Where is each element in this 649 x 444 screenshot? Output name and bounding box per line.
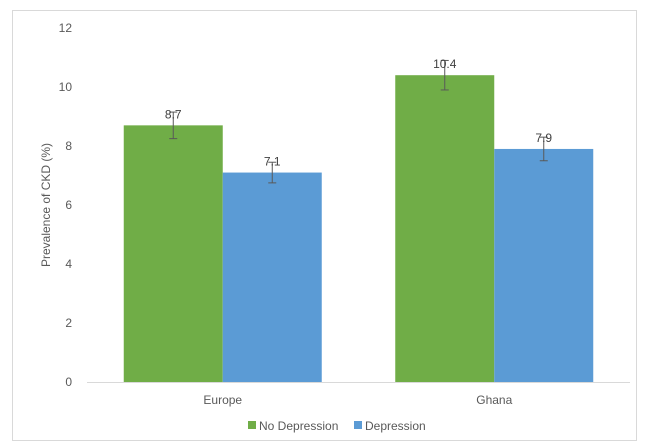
error-bars	[169, 59, 548, 184]
chart-border	[12, 10, 637, 441]
y-tick-label: 10	[59, 80, 73, 94]
y-axis-ticks: 0 2 4 6 8 10 12	[59, 21, 73, 389]
legend-label: Depression	[365, 419, 426, 433]
y-tick-label: 8	[65, 139, 72, 153]
data-label: 7.1	[264, 155, 281, 169]
x-tick-label: Europe	[203, 393, 242, 407]
x-tick-label: Ghana	[476, 393, 512, 407]
data-label: 8.7	[165, 107, 182, 121]
data-label: 10.4	[433, 57, 457, 71]
legend: No Depression Depression	[248, 419, 426, 433]
data-label: 7.9	[535, 131, 552, 145]
bar-depression	[494, 148, 594, 382]
y-tick-label: 12	[59, 21, 73, 35]
bar-no-depression	[395, 75, 495, 382]
y-tick-label: 6	[65, 198, 72, 212]
x-axis-labels: Europe Ghana	[203, 393, 512, 407]
y-tick-label: 4	[65, 257, 72, 271]
bar-no-depression	[123, 125, 223, 382]
y-tick-label: 0	[65, 375, 72, 389]
bar-depression	[222, 172, 322, 382]
y-axis-title: Prevalence of CKD (%)	[39, 143, 53, 267]
legend-swatch	[248, 421, 256, 429]
legend-swatch	[354, 421, 362, 429]
y-tick-label: 2	[65, 316, 72, 330]
legend-label: No Depression	[259, 419, 338, 433]
data-labels: 8.7 7.1 10.4 7.9	[165, 57, 553, 168]
bars	[123, 75, 594, 382]
